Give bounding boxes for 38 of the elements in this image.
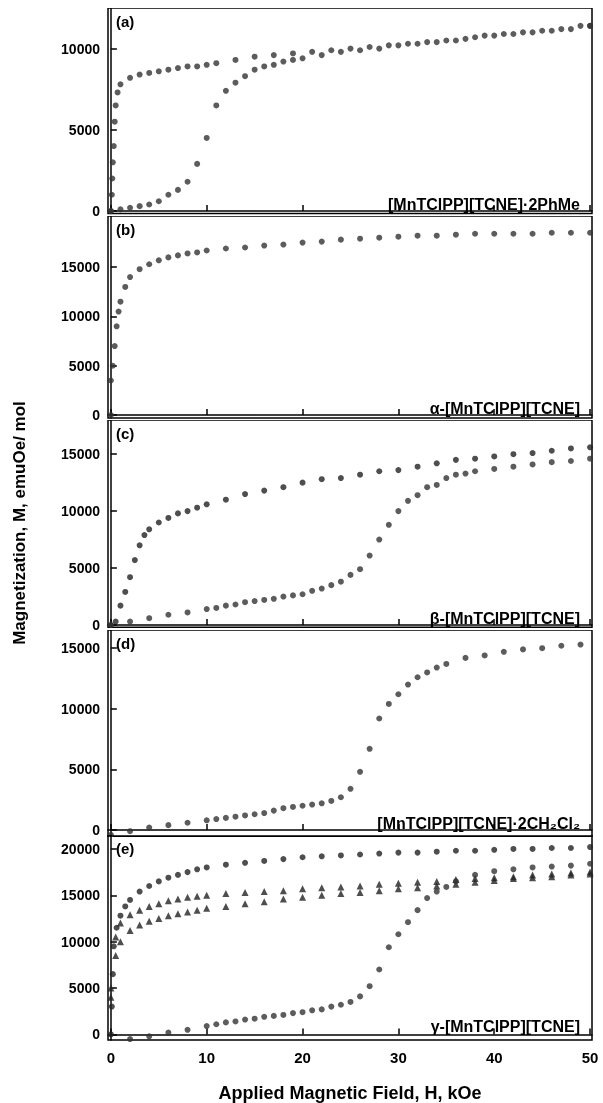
x-tick-label: 50: [581, 1049, 599, 1066]
y-tick-label: 0: [92, 203, 101, 219]
y-tick-label: 10000: [61, 933, 101, 950]
y-tick-label: 5000: [68, 560, 101, 577]
annotation: (b): [116, 221, 136, 238]
y-tick-label: 15000: [61, 640, 101, 657]
x-tick-label: 20: [294, 1049, 311, 1066]
x-tick-label: 30: [390, 1049, 407, 1066]
x-tick-label: 40: [485, 1049, 503, 1066]
annotation: γ-[MnTClPP][TCNE]: [430, 1017, 580, 1035]
y-tick-label: 0: [92, 1026, 101, 1043]
y-axis-title: Magnetization, M, emuOe/ mol: [10, 401, 30, 645]
annotation: (a): [116, 13, 135, 30]
y-tick-label: 0: [92, 617, 101, 633]
x-axis-title: Applied Magnetic Field, H, kOe: [218, 1083, 482, 1103]
annotation: [MnTClPP][TCNE]·2PhMe: [388, 195, 581, 213]
y-tick-label: 10000: [61, 40, 101, 57]
y-tick-label: 10000: [61, 308, 101, 325]
y-tick-label: 15000: [61, 259, 101, 276]
x-tick-label: 10: [198, 1049, 216, 1066]
y-tick-label: 0: [92, 407, 101, 423]
y-tick-label: 15000: [61, 887, 101, 904]
y-tick-label: 10000: [61, 700, 101, 717]
annotation: (c): [116, 425, 135, 442]
y-tick-label: 15000: [61, 446, 101, 463]
y-tick-label: 10000: [61, 503, 101, 520]
y-tick-label: 5000: [68, 121, 101, 138]
annotation: β-[MnTClPP][TCNE]: [429, 609, 581, 627]
x-tick-label: 0: [106, 1049, 116, 1066]
y-tick-label: 5000: [68, 761, 101, 778]
annotation: [MnTClPP][TCNE]·2CH₂Cl₂: [377, 814, 580, 832]
y-tick-label: 5000: [68, 357, 101, 374]
y-tick-label: 0: [92, 822, 101, 838]
annotation: α-[MnTClPP][TCNE]: [429, 399, 580, 417]
y-tick-label: 20000: [61, 840, 101, 857]
annotation: (d): [116, 635, 136, 652]
annotation: (e): [116, 840, 135, 857]
y-tick-label: 5000: [68, 980, 101, 997]
